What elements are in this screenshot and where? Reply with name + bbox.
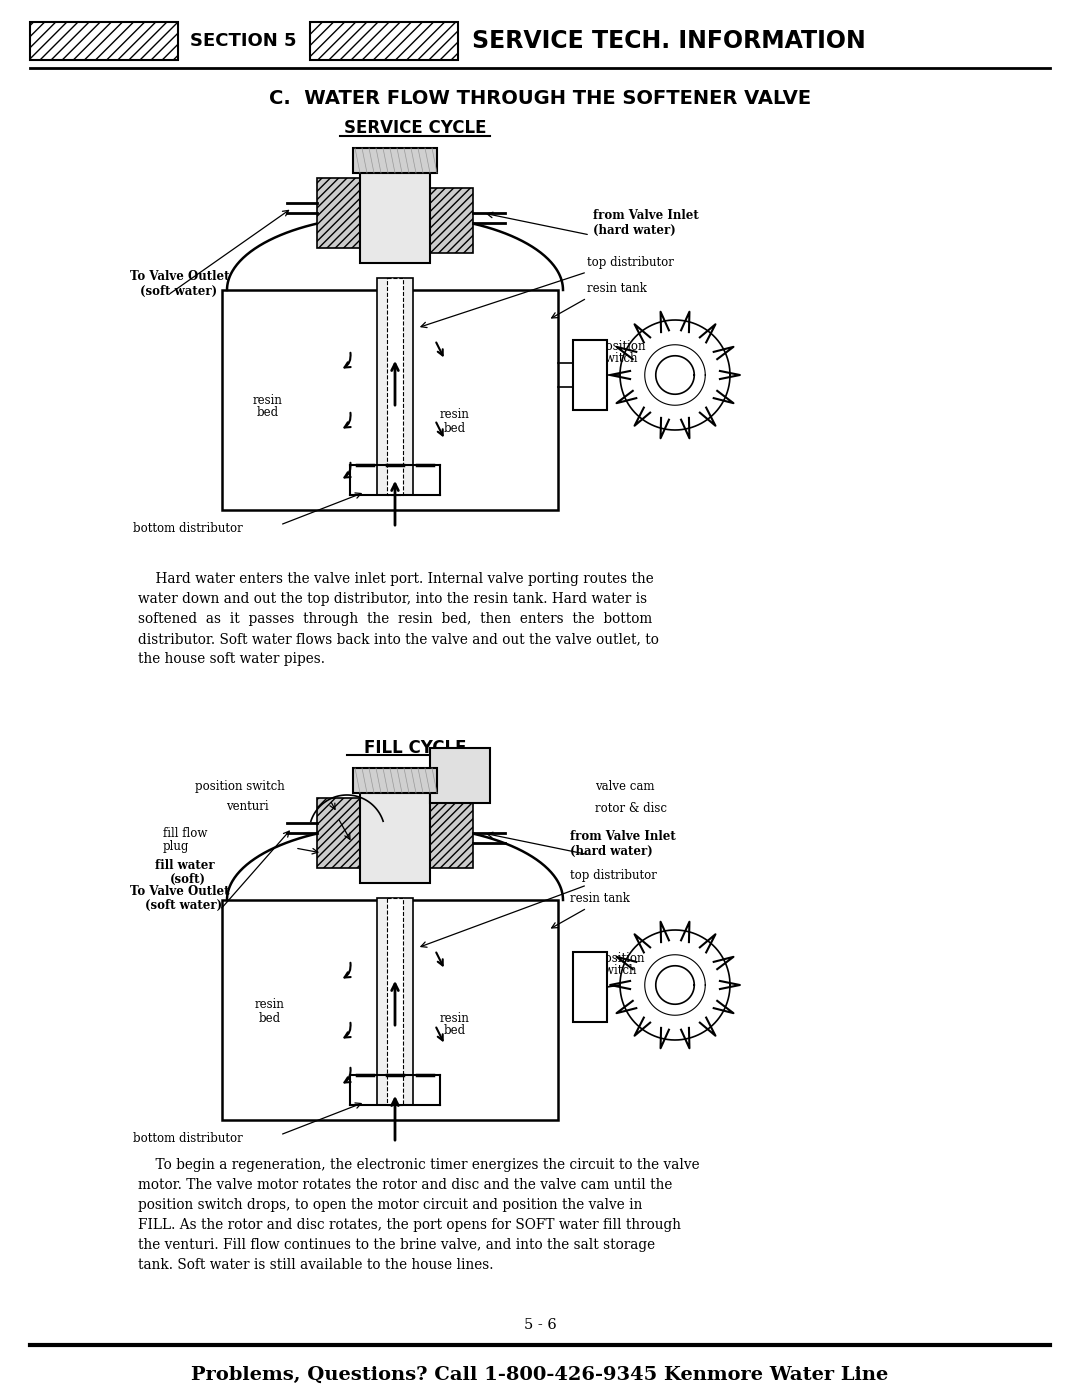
Text: (hard water): (hard water): [593, 224, 676, 237]
Text: resin: resin: [255, 999, 285, 1011]
Bar: [377, 278, 413, 495]
Text: To Valve Outlet: To Valve Outlet: [130, 270, 229, 284]
Text: (soft water): (soft water): [140, 285, 217, 298]
Bar: [318, 798, 407, 868]
Text: (soft water): (soft water): [145, 900, 222, 912]
Text: position: position: [599, 339, 647, 353]
Text: bed: bed: [444, 1024, 467, 1038]
Text: (hard water): (hard water): [570, 845, 652, 858]
Bar: [310, 22, 458, 60]
Text: top distributor: top distributor: [570, 869, 657, 882]
Text: fill water: fill water: [156, 859, 215, 872]
Text: resin tank: resin tank: [588, 282, 647, 295]
Bar: [353, 768, 437, 793]
Text: SERVICE TECH. INFORMATION: SERVICE TECH. INFORMATION: [472, 29, 866, 53]
Text: resin: resin: [440, 1011, 470, 1024]
Text: switch: switch: [599, 352, 637, 365]
Text: position switch: position switch: [195, 780, 285, 793]
Bar: [353, 148, 437, 173]
Bar: [377, 898, 413, 1105]
Text: To Valve Outlet: To Valve Outlet: [130, 886, 229, 898]
Text: plug: plug: [163, 840, 189, 854]
Text: bed: bed: [257, 407, 279, 419]
Text: valve cam: valve cam: [595, 780, 654, 793]
Text: resin: resin: [440, 408, 470, 422]
Text: C.  WATER FLOW THROUGH THE SOFTENER VALVE: C. WATER FLOW THROUGH THE SOFTENER VALVE: [269, 88, 811, 108]
Text: (soft): (soft): [170, 873, 206, 886]
Text: bed: bed: [259, 1011, 281, 1024]
Text: SERVICE CYCLE: SERVICE CYCLE: [343, 119, 486, 137]
Bar: [222, 291, 558, 510]
Bar: [387, 898, 403, 1105]
Bar: [430, 803, 473, 868]
Bar: [360, 782, 430, 883]
Text: resin: resin: [253, 394, 283, 407]
Text: venturi: venturi: [226, 800, 269, 813]
Bar: [387, 278, 403, 495]
Text: position: position: [598, 951, 646, 965]
Bar: [222, 900, 558, 1120]
Text: 5 - 6: 5 - 6: [524, 1317, 556, 1331]
Text: from Valve Inlet: from Valve Inlet: [570, 830, 676, 842]
Bar: [573, 951, 607, 1023]
Bar: [573, 339, 607, 409]
Bar: [430, 189, 473, 253]
Bar: [30, 22, 178, 60]
Text: fill flow: fill flow: [163, 827, 207, 840]
Text: Hard water enters the valve inlet port. Internal valve porting routes the
water : Hard water enters the valve inlet port. …: [138, 571, 659, 666]
Text: SECTION 5: SECTION 5: [190, 32, 297, 50]
Text: from Valve Inlet: from Valve Inlet: [593, 210, 699, 222]
Bar: [318, 177, 407, 249]
Text: Problems, Questions? Call 1-800-426-9345 Kenmore Water Line: Problems, Questions? Call 1-800-426-9345…: [191, 1366, 889, 1384]
Text: top distributor: top distributor: [588, 256, 674, 270]
Text: bed: bed: [444, 422, 467, 434]
Text: switch: switch: [598, 964, 636, 977]
Text: bottom distributor: bottom distributor: [133, 1132, 243, 1144]
Text: bottom distributor: bottom distributor: [133, 521, 243, 535]
Bar: [360, 163, 430, 263]
Text: To begin a regeneration, the electronic timer energizes the circuit to the valve: To begin a regeneration, the electronic …: [138, 1158, 700, 1273]
Text: rotor & disc: rotor & disc: [595, 802, 667, 814]
Text: FILL CYCLE: FILL CYCLE: [364, 739, 467, 757]
Bar: [430, 747, 490, 803]
Text: resin tank: resin tank: [570, 893, 630, 905]
